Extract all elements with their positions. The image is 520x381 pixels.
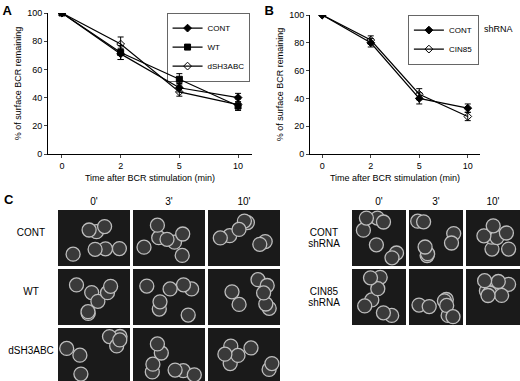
html-text:WT: WT <box>23 286 39 297</box>
svg-text:80: 80 <box>32 36 42 46</box>
svg-text:5: 5 <box>177 161 182 171</box>
svg-text:CIN85: CIN85 <box>449 45 472 54</box>
svg-text:B: B <box>265 3 274 18</box>
svg-text:dSH3ABC: dSH3ABC <box>208 62 245 71</box>
svg-text:0: 0 <box>59 161 64 171</box>
svg-text:40: 40 <box>32 93 42 103</box>
svg-text:40: 40 <box>294 94 304 104</box>
svg-text:0: 0 <box>37 149 42 159</box>
html-text:0': 0' <box>375 196 383 207</box>
svg-text:2: 2 <box>118 161 123 171</box>
svg-text:Time after BCR stimulation (mi: Time after BCR stimulation (min) <box>85 173 215 183</box>
html-text:dSH3ABC: dSH3ABC <box>8 345 54 356</box>
html-text:0': 0' <box>90 196 98 207</box>
svg-text:WT: WT <box>208 43 221 52</box>
svg-text:100: 100 <box>27 8 42 18</box>
svg-text:shRNA: shRNA <box>484 24 513 34</box>
svg-text:0: 0 <box>320 161 325 171</box>
html-text:CONT shRNA: CONT shRNA <box>308 227 340 249</box>
svg-text:% of surface BCR remaining: % of surface BCR remaining <box>13 27 23 141</box>
svg-text:5: 5 <box>417 161 422 171</box>
html-text:3': 3' <box>165 196 173 207</box>
svg-text:2: 2 <box>368 161 373 171</box>
svg-text:10: 10 <box>463 161 473 171</box>
svg-text:20: 20 <box>294 121 304 131</box>
svg-text:60: 60 <box>294 66 304 76</box>
svg-text:% of surface BCR remaining: % of surface BCR remaining <box>275 28 285 142</box>
svg-text:80: 80 <box>294 38 304 48</box>
svg-text:CONT: CONT <box>208 24 231 33</box>
html-text:10': 10' <box>237 196 251 207</box>
html-text:10': 10' <box>486 196 500 207</box>
html-text:CIN85 shRNA: CIN85 shRNA <box>308 286 340 308</box>
svg-text:CONT: CONT <box>449 26 472 35</box>
svg-text:20: 20 <box>32 121 42 131</box>
svg-text:10: 10 <box>233 161 243 171</box>
svg-text:0: 0 <box>299 149 304 159</box>
html-text:C: C <box>4 192 14 207</box>
html-text:3': 3' <box>432 196 440 207</box>
svg-text:60: 60 <box>32 65 42 75</box>
html-text:CONT: CONT <box>16 227 46 238</box>
svg-text:A: A <box>3 3 13 18</box>
svg-text:Time after BCR stimulation (mi: Time after BCR stimulation (min) <box>330 173 460 183</box>
svg-text:100: 100 <box>289 10 304 20</box>
